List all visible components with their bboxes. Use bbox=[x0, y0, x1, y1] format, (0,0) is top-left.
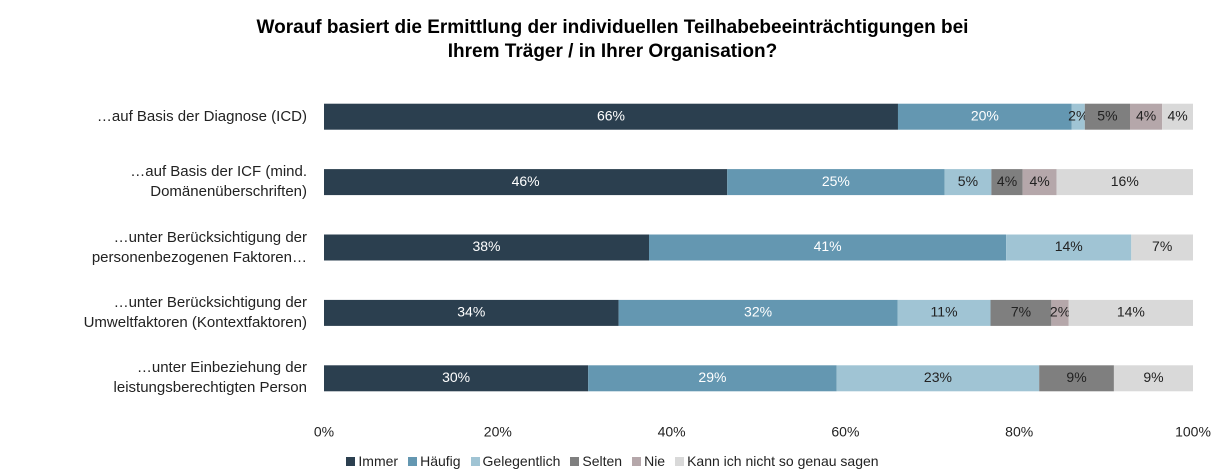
legend-label: Kann ich nicht so genau sagen bbox=[687, 453, 879, 469]
value-label: 5% bbox=[958, 173, 978, 189]
x-tick-label: 100% bbox=[1175, 424, 1211, 440]
bar-segment bbox=[1071, 103, 1085, 130]
value-label: 4% bbox=[1030, 173, 1050, 189]
bar-segment bbox=[324, 365, 589, 392]
value-label: 7% bbox=[1011, 304, 1031, 320]
legend-label: Selten bbox=[582, 453, 623, 469]
legend-swatch bbox=[408, 456, 418, 466]
bar-segment bbox=[1129, 103, 1163, 130]
bar-segment bbox=[897, 103, 1072, 130]
value-label: 4% bbox=[997, 173, 1017, 189]
bar-segment bbox=[897, 299, 991, 326]
bar-segment bbox=[1056, 169, 1193, 196]
value-label: 46% bbox=[512, 173, 540, 189]
x-tick-label: 40% bbox=[658, 424, 686, 440]
value-label: 32% bbox=[744, 304, 772, 320]
legend-label: Gelegentlich bbox=[482, 453, 561, 469]
bar-segment bbox=[1051, 299, 1069, 326]
legend-swatch bbox=[675, 456, 685, 466]
legend-swatch bbox=[632, 456, 642, 466]
legend-item: Kann ich nicht so genau sagen bbox=[675, 453, 879, 469]
value-label: 30% bbox=[442, 369, 470, 385]
bar-segment bbox=[1113, 365, 1193, 392]
x-tick-label: 80% bbox=[1005, 424, 1033, 440]
value-label: 66% bbox=[597, 107, 625, 123]
bar-segment bbox=[588, 365, 837, 392]
value-label: 25% bbox=[822, 173, 850, 189]
bar-segment bbox=[1131, 234, 1193, 261]
category-label: …unter Berücksichtigung der Umweltfaktor… bbox=[83, 293, 307, 331]
legend-item: Nie bbox=[632, 453, 665, 469]
value-label: 34% bbox=[457, 304, 485, 320]
bar-segment bbox=[618, 299, 898, 326]
bar-segment bbox=[324, 299, 619, 326]
value-label: 7% bbox=[1152, 238, 1172, 254]
x-tick-label: 60% bbox=[831, 424, 859, 440]
bar-segment bbox=[324, 103, 898, 130]
value-label: 38% bbox=[472, 238, 500, 254]
x-tick-label: 0% bbox=[314, 424, 334, 440]
bar-segment bbox=[836, 365, 1040, 392]
value-label: 5% bbox=[1097, 107, 1117, 123]
legend: Immer Häufig Gelegentlich Selten Nie Kann ich… bbox=[0, 453, 1225, 469]
legend-swatch bbox=[470, 456, 480, 466]
legend-swatch bbox=[570, 456, 580, 466]
legend-label: Immer bbox=[358, 453, 399, 469]
bar-segment bbox=[1039, 365, 1114, 392]
legend-swatch bbox=[346, 456, 356, 466]
x-tick-label: 20% bbox=[484, 424, 512, 440]
value-label: 9% bbox=[1143, 369, 1163, 385]
bar-segment bbox=[1068, 299, 1193, 326]
legend-item: Häufig bbox=[408, 453, 461, 469]
value-label: 20% bbox=[971, 107, 999, 123]
bar-segment bbox=[727, 169, 945, 196]
legend-item: Selten bbox=[570, 453, 622, 469]
bar-segment bbox=[1084, 103, 1130, 130]
chart-title: Worauf basiert die Ermittlung der indivi… bbox=[256, 17, 969, 62]
bar-segment bbox=[1162, 103, 1193, 130]
bar-segment bbox=[944, 169, 992, 196]
value-label: 2% bbox=[1068, 107, 1088, 123]
bar-segment bbox=[649, 234, 1007, 261]
value-label: 41% bbox=[814, 238, 842, 254]
bar-segment bbox=[324, 234, 650, 261]
category-label: …unter Berücksichtigung der personenbezo… bbox=[91, 228, 307, 266]
legend-item: Gelegentlich bbox=[470, 453, 561, 469]
category-label: …auf Basis der ICF (mind. Domänenübersch… bbox=[130, 163, 307, 201]
bar-segment bbox=[324, 169, 728, 196]
value-label: 29% bbox=[698, 369, 726, 385]
value-label: 14% bbox=[1055, 238, 1083, 254]
value-label: 2% bbox=[1050, 304, 1070, 320]
value-label: 23% bbox=[924, 369, 952, 385]
category-label: …auf Basis der Diagnose (ICD) bbox=[96, 107, 307, 125]
value-label: 4% bbox=[1136, 107, 1156, 123]
bar-segment bbox=[991, 169, 1023, 196]
value-label: 9% bbox=[1066, 369, 1086, 385]
bar-segment bbox=[1022, 169, 1057, 196]
legend-item: Immer bbox=[346, 453, 398, 469]
value-label: 14% bbox=[1117, 304, 1145, 320]
category-label: …unter Einbeziehung der leistungsberecht… bbox=[113, 359, 307, 397]
legend-label: Nie bbox=[644, 453, 666, 469]
value-label: 16% bbox=[1111, 173, 1139, 189]
value-label: 4% bbox=[1167, 107, 1187, 123]
value-label: 11% bbox=[931, 304, 958, 320]
bar-segment bbox=[1006, 234, 1132, 261]
legend-label: Häufig bbox=[420, 453, 461, 469]
bar-segment bbox=[990, 299, 1052, 326]
